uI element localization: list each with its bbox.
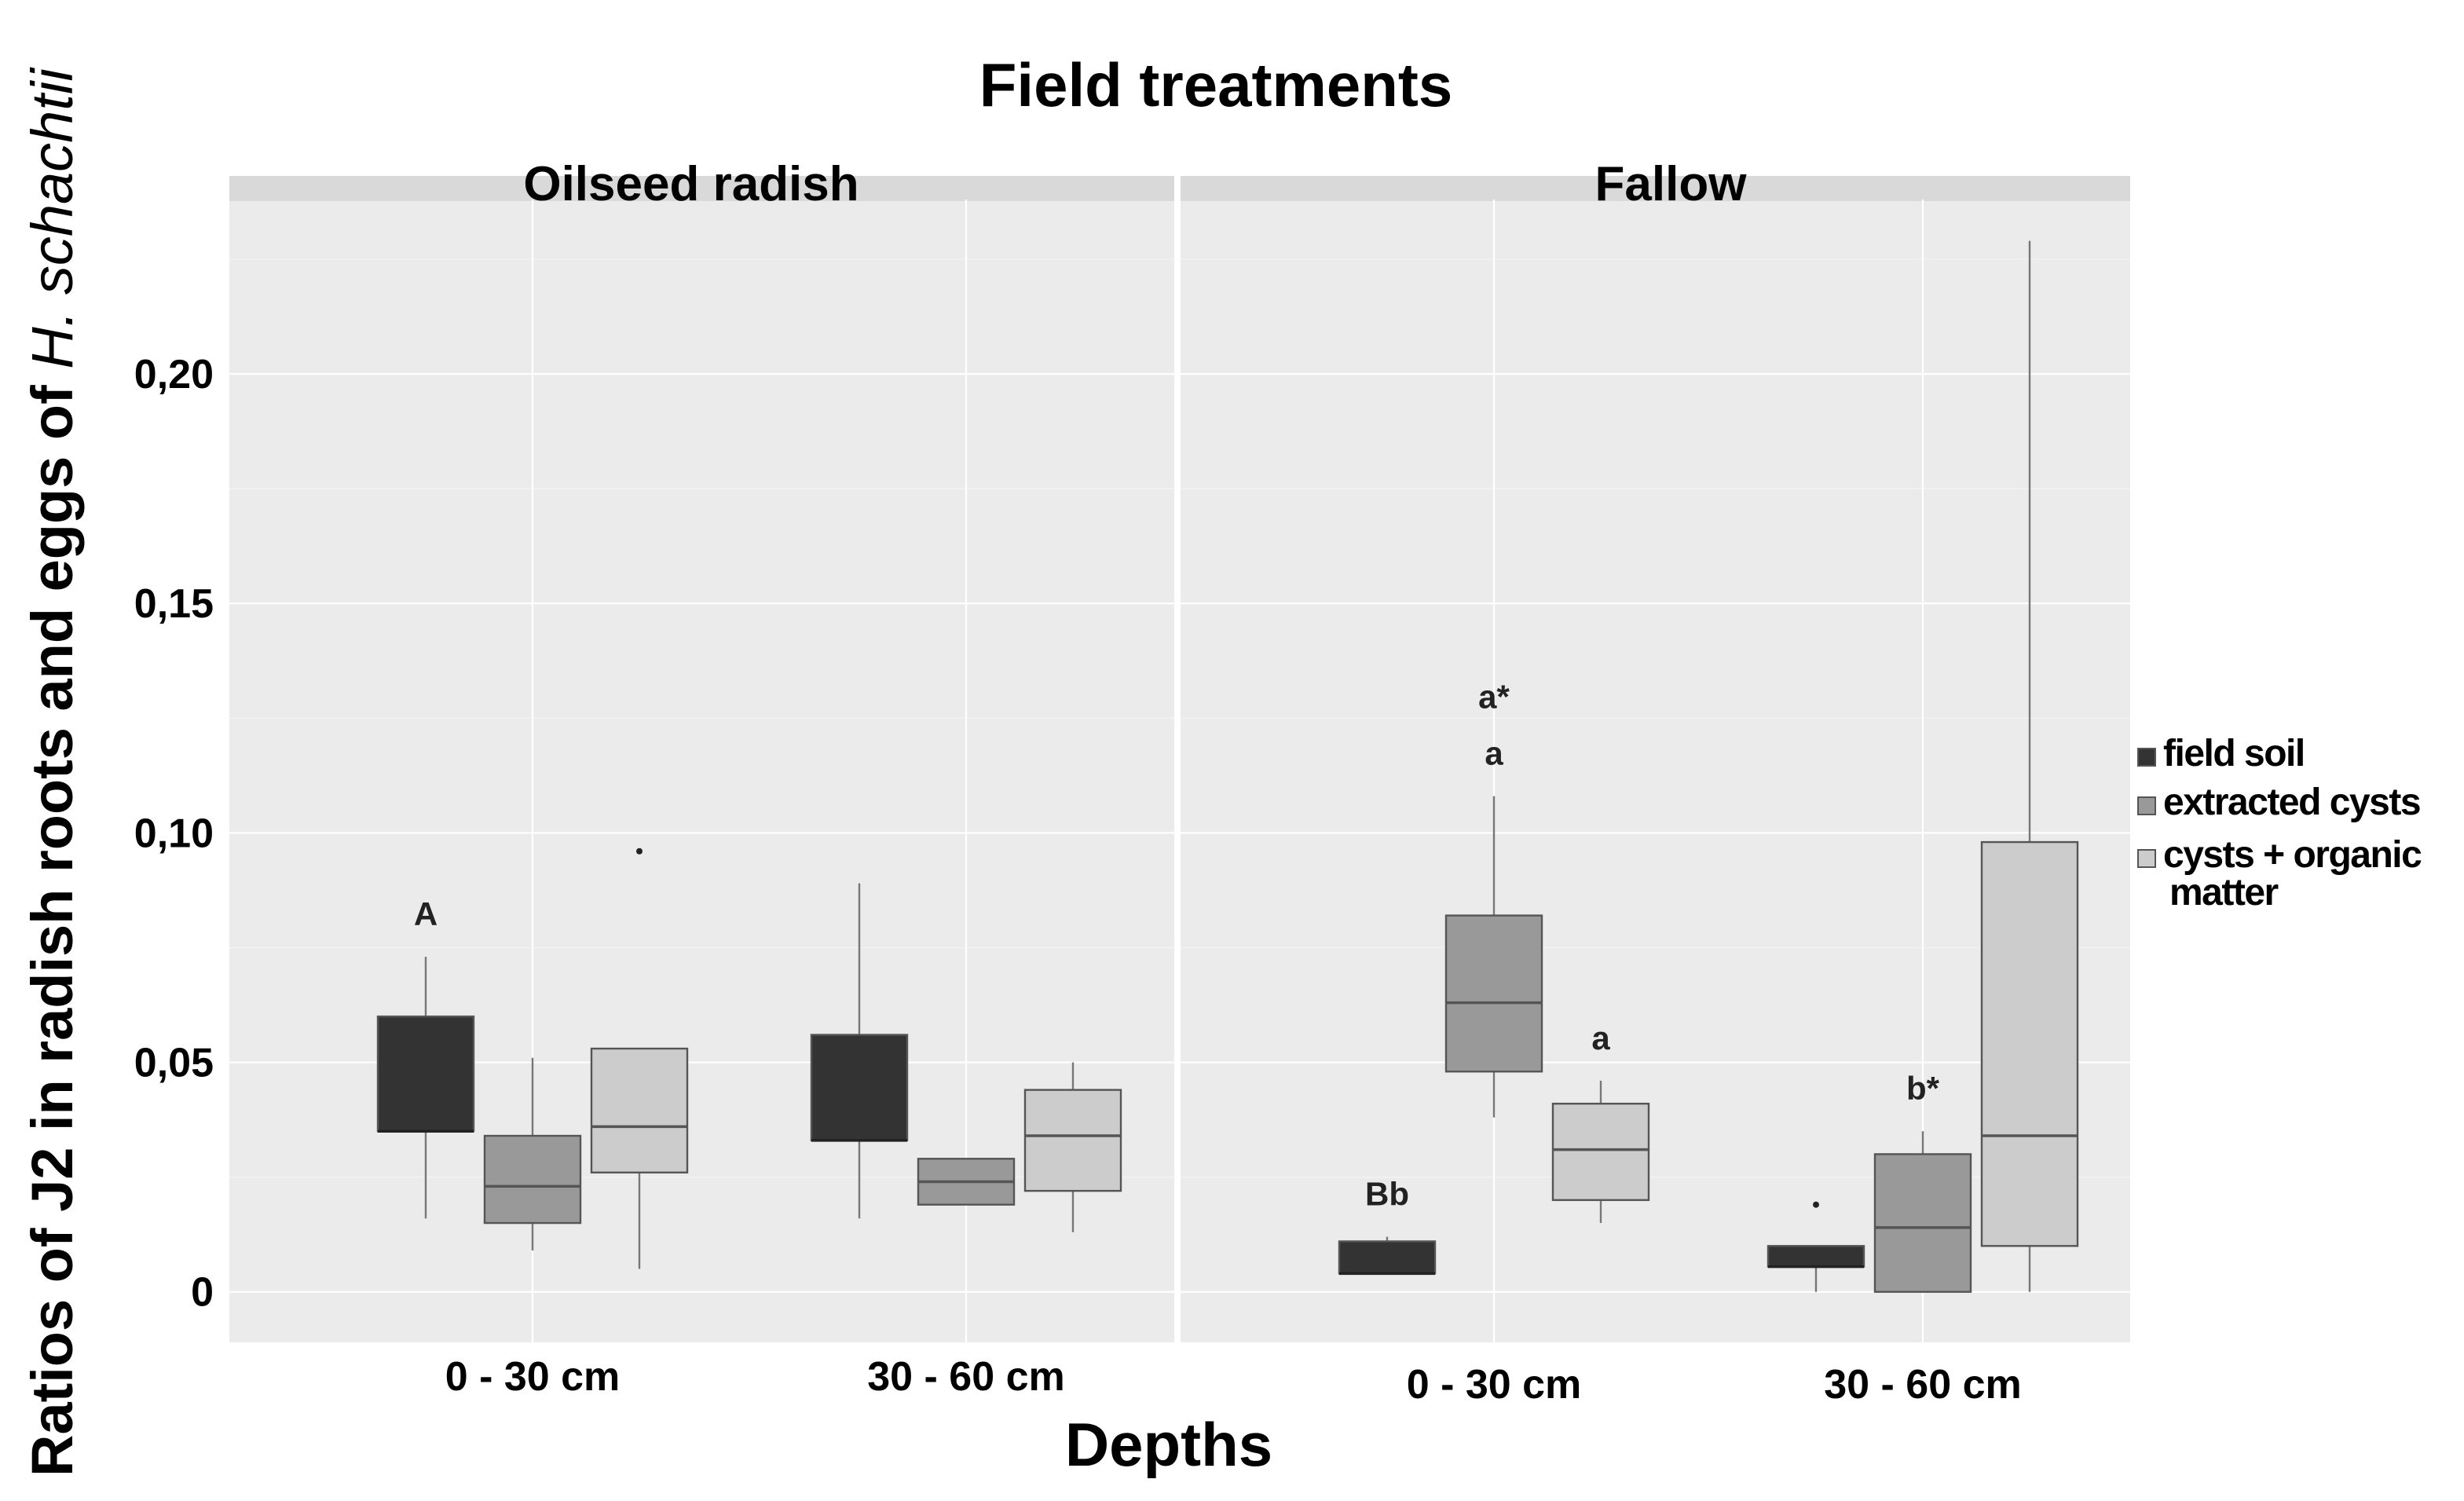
legend-key xyxy=(2137,796,2156,815)
legend-label: matter xyxy=(2169,872,2279,913)
outlier-point xyxy=(1813,1201,1819,1208)
box-iqr xyxy=(1023,1089,1122,1192)
y-tick-label: 0,10 xyxy=(134,811,214,856)
significance-label: a* xyxy=(1478,679,1510,716)
box-iqr xyxy=(810,1034,909,1142)
box-extracted-cysts xyxy=(1873,1131,1972,1293)
y-tick-label: 0,15 xyxy=(134,581,214,627)
box-iqr xyxy=(483,1134,582,1225)
annotations: A Bb a a* b* a xyxy=(414,679,1940,1213)
box-extracted-cysts xyxy=(917,1158,1016,1206)
significance-label: a xyxy=(1591,1020,1610,1056)
significance-label: b* xyxy=(1906,1070,1940,1107)
box-cysts-organic-matter xyxy=(1980,240,2079,1292)
x-tick-label: 0 - 30 cm xyxy=(445,1354,621,1400)
box-iqr xyxy=(590,1047,689,1173)
y-axis-ticks: 0 0,05 0,10 0,15 0,20 xyxy=(134,352,214,1316)
y-axis-title-roman: Ratios of J2 in radish roots and eggs of xyxy=(20,369,85,1477)
box-field-soil xyxy=(1767,1201,1865,1292)
box-field-soil xyxy=(810,883,909,1219)
significance-label: Bb xyxy=(1365,1176,1409,1213)
legend-label: extracted cysts xyxy=(2163,782,2420,823)
box-iqr xyxy=(1980,840,2079,1247)
legend-label: field soil xyxy=(2163,733,2305,774)
box-iqr xyxy=(1873,1153,1972,1293)
legend: field soil extracted cysts cysts + organic… xyxy=(2137,733,2423,913)
chart-title: Field treatments xyxy=(979,50,1452,119)
x-axis-ticks: 0 - 30 cm 30 - 60 cm 0 - 30 cm 30 - 60 cm xyxy=(445,1354,2022,1408)
x-tick-label: 0 - 30 cm xyxy=(1407,1362,1582,1408)
box-extracted-cysts xyxy=(483,1057,582,1251)
significance-label: A xyxy=(414,895,438,932)
x-axis-title: Depths xyxy=(1065,1410,1272,1479)
y-axis-title-italic: H. schachtii xyxy=(20,67,85,369)
y-axis-title: Ratios of J2 in radish roots and eggs of… xyxy=(20,67,85,1477)
facet-label-fallow: Fallow xyxy=(1595,157,1748,211)
box-field-soil xyxy=(1338,1236,1437,1276)
legend-label: cysts + organic xyxy=(2163,834,2422,876)
boxes xyxy=(376,240,2079,1293)
facet-strip-fallow xyxy=(1181,176,2130,201)
outlier-point xyxy=(636,848,643,855)
panel-fallow: Fallow xyxy=(1181,157,2130,1342)
facet-label-oilseed-radish: Oilseed radish xyxy=(523,157,859,211)
x-tick-label: 30 - 60 cm xyxy=(867,1354,1065,1400)
box-extracted-cysts xyxy=(1444,796,1543,1118)
panel-oilseed-radish: Oilseed radish xyxy=(229,157,1174,1342)
significance-label: a xyxy=(1485,735,1503,772)
y-tick-label: 0 xyxy=(191,1270,214,1316)
y-tick-label: 0,05 xyxy=(134,1041,214,1086)
facet-strip-oilseed-radish xyxy=(229,176,1174,201)
box-iqr xyxy=(1551,1102,1650,1202)
box-cysts-organic-matter xyxy=(1551,1080,1650,1224)
box-cysts-organic-matter xyxy=(590,848,689,1269)
box-iqr xyxy=(1767,1245,1865,1268)
box-field-soil xyxy=(376,957,475,1219)
legend-key xyxy=(2137,849,2156,868)
x-tick-label: 30 - 60 cm xyxy=(1824,1362,2022,1408)
legend-key xyxy=(2137,748,2156,767)
box-iqr xyxy=(1338,1240,1437,1275)
box-cysts-organic-matter xyxy=(1023,1062,1122,1232)
y-tick-label: 0,20 xyxy=(134,352,214,397)
box-iqr xyxy=(376,1015,475,1133)
box-iqr xyxy=(1444,914,1543,1073)
